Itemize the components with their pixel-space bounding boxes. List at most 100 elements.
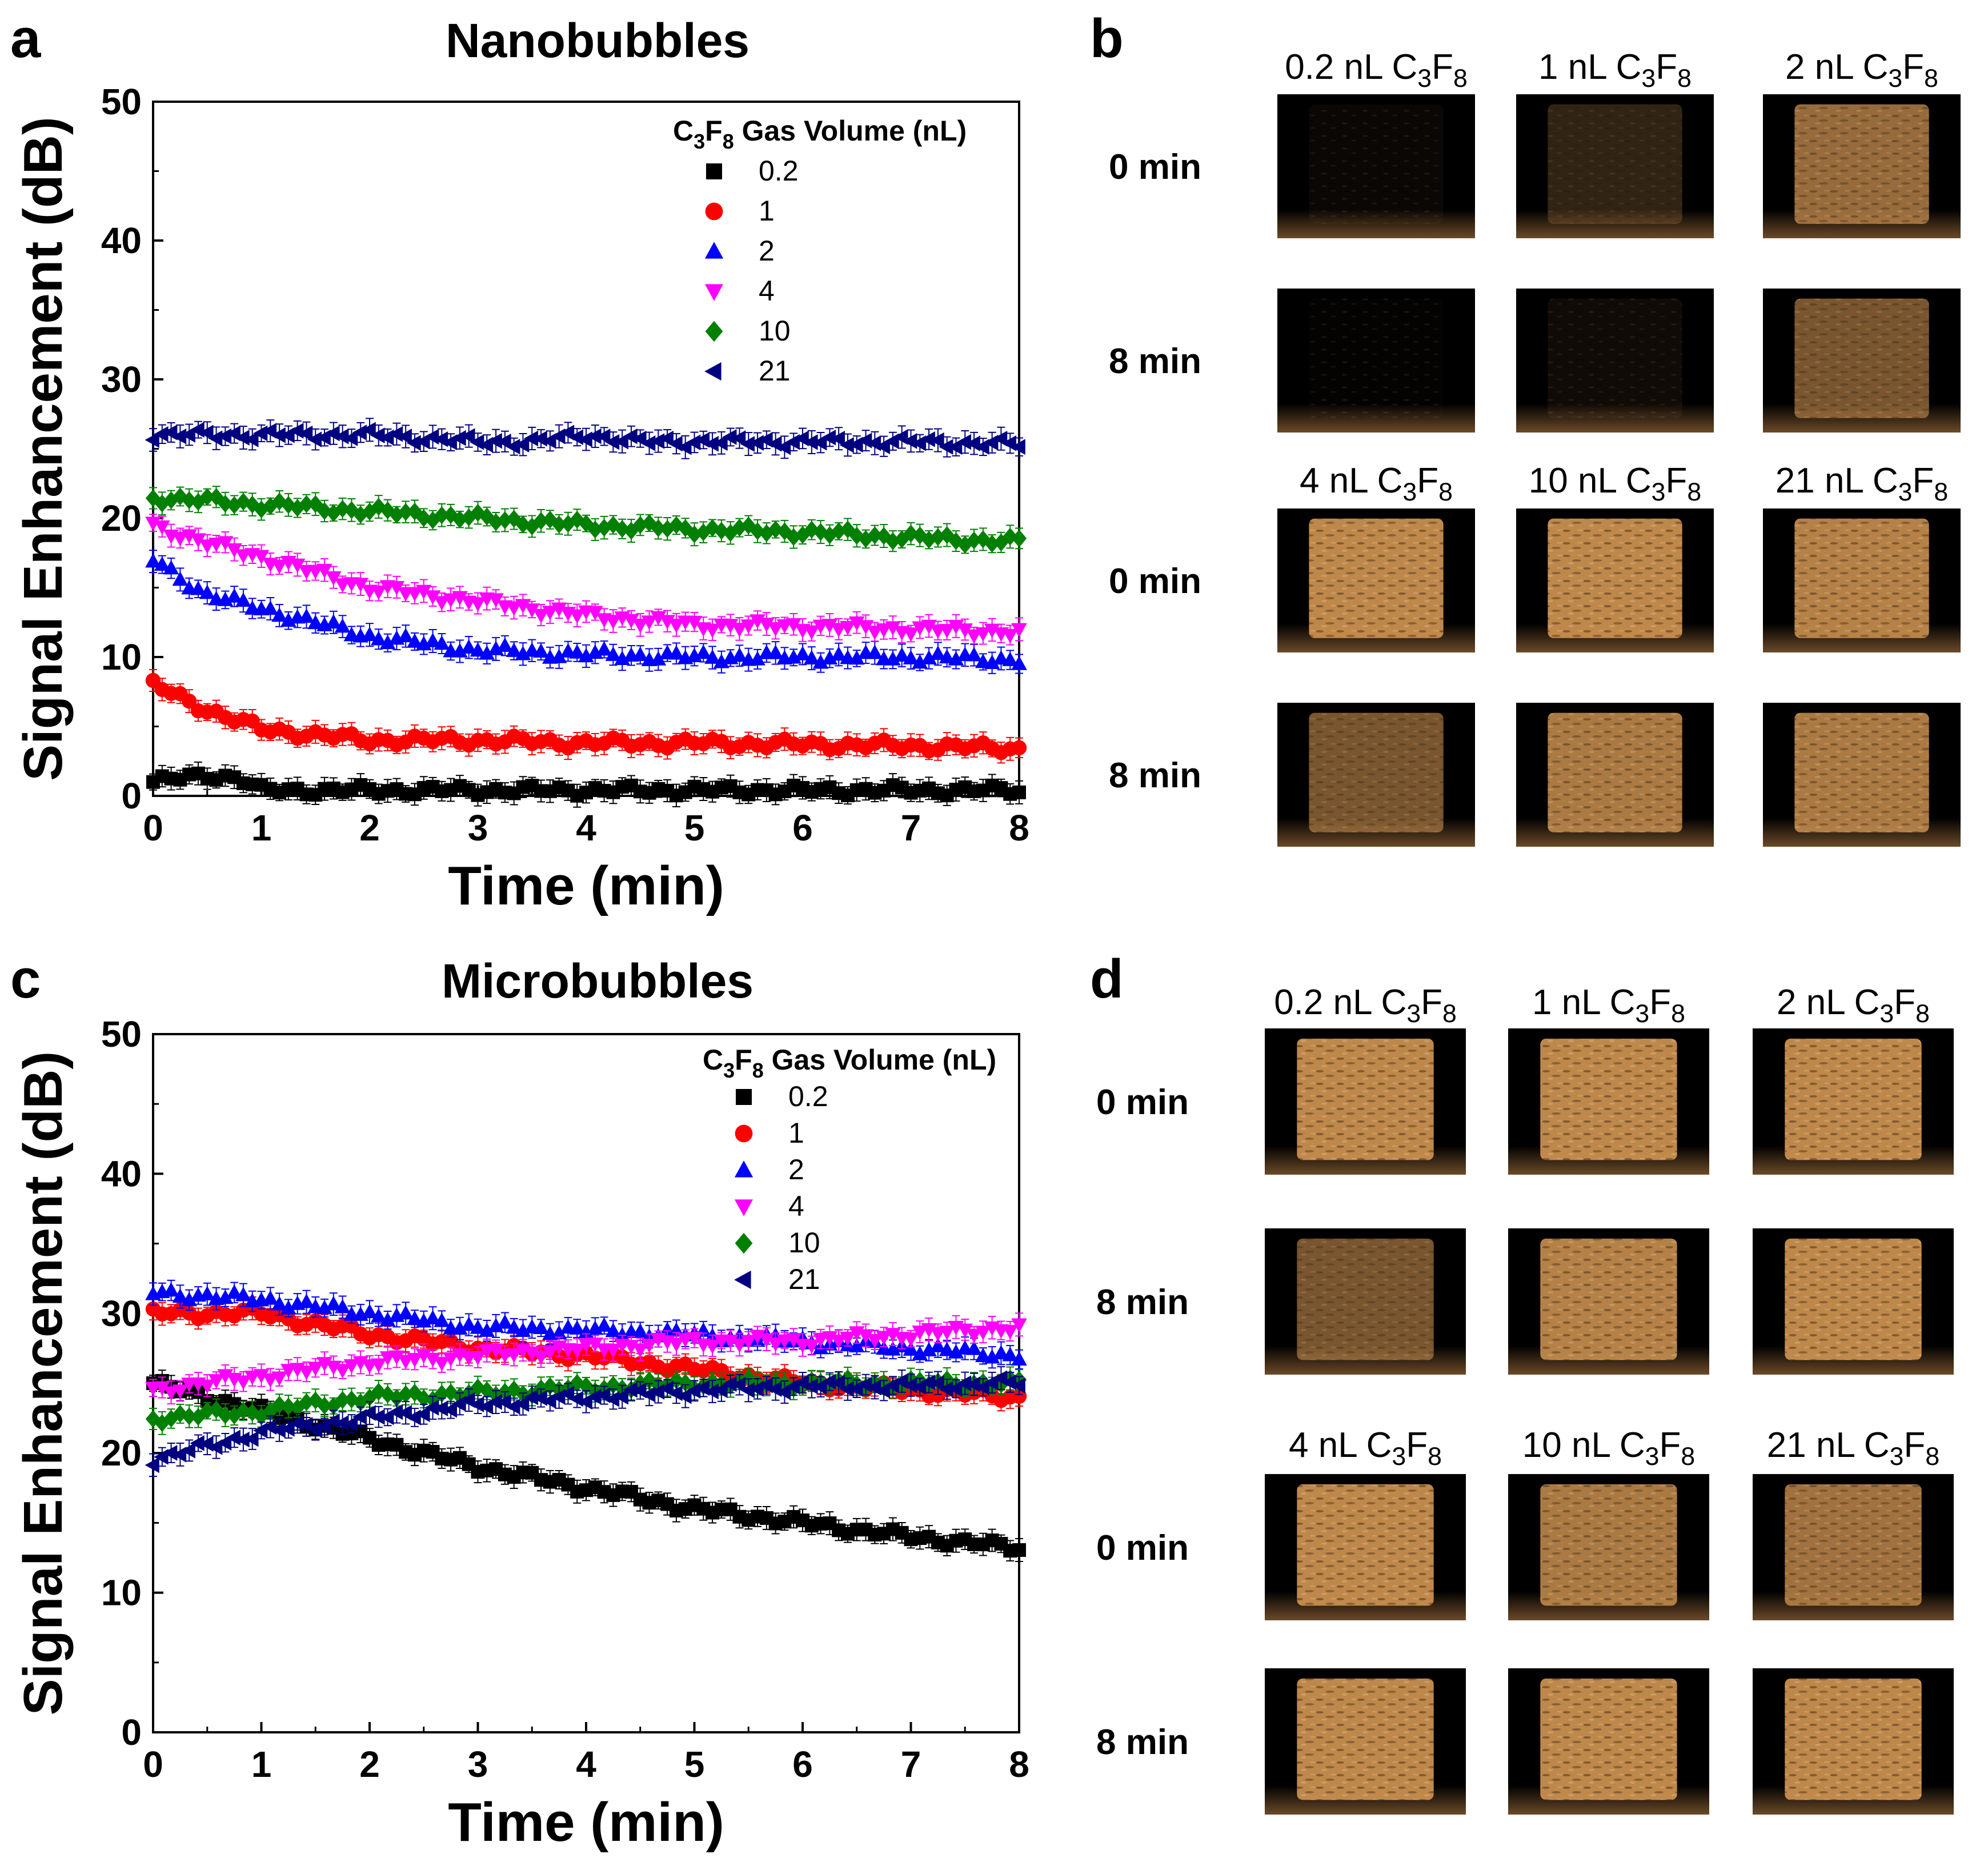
- data-point: [885, 532, 901, 550]
- data-point: [145, 432, 159, 448]
- data-point: [759, 1333, 775, 1348]
- series-4: [145, 1312, 1027, 1405]
- data-point: [704, 1339, 720, 1354]
- data-point: [875, 1383, 890, 1399]
- data-point: [452, 510, 468, 528]
- data-point: [668, 645, 684, 660]
- data-point: [641, 435, 656, 451]
- data-point: [163, 1282, 179, 1297]
- data-point: [939, 1342, 955, 1356]
- data-point: [398, 1305, 414, 1320]
- legend-entry-label: 4: [759, 275, 775, 307]
- data-point: [326, 614, 342, 629]
- data-point: [930, 645, 946, 660]
- data-point: [154, 426, 169, 442]
- image-row-label: 0 min: [1096, 1083, 1189, 1122]
- ultrasound-image: [1753, 1228, 1954, 1375]
- y-tick-label: 50: [101, 1014, 142, 1055]
- data-point: [821, 1374, 836, 1390]
- data-point: [496, 433, 511, 450]
- data-point: [235, 430, 250, 446]
- data-point: [921, 619, 937, 634]
- data-point: [759, 618, 775, 632]
- data-point: [831, 522, 847, 540]
- data-point: [172, 1384, 189, 1399]
- data-point: [723, 524, 738, 542]
- data-point: [642, 514, 657, 532]
- ultrasound-image: [1508, 1228, 1709, 1375]
- label-part: F: [1902, 47, 1924, 87]
- series-10: [145, 486, 1027, 554]
- data-point: [533, 1319, 549, 1335]
- image-row-label: 8 min: [1096, 1283, 1189, 1322]
- data-point: [515, 515, 531, 534]
- label-subscript: 3: [1898, 478, 1913, 506]
- data-point: [1002, 1347, 1019, 1362]
- data-point: [957, 623, 973, 638]
- data-point: [235, 1431, 250, 1448]
- legend-entry-label: 2: [788, 1154, 804, 1186]
- data-point: [262, 600, 279, 615]
- data-point: [1011, 439, 1025, 455]
- data-point: [903, 627, 919, 642]
- data-point: [1012, 1543, 1026, 1557]
- data-point: [605, 646, 622, 661]
- legend-entry-label: 4: [788, 1190, 804, 1222]
- data-point: [903, 1341, 919, 1356]
- data-point: [596, 429, 611, 445]
- data-point: [821, 650, 838, 664]
- data-point: [632, 646, 648, 661]
- data-point: [271, 1422, 286, 1438]
- data-point: [857, 1329, 874, 1344]
- chart-nanobubbles: a Nanobubbles 0 1 2 3 4 5 6 7 8 0 10 20 30 40 50 Time (mi…: [10, 8, 1029, 916]
- speckle-texture: [1309, 298, 1444, 418]
- data-point: [470, 434, 484, 450]
- data-point: [433, 1400, 448, 1417]
- label-part: F: [1912, 461, 1934, 500]
- label-part: 21 nL C: [1775, 461, 1898, 500]
- speckle-texture: [1540, 1038, 1677, 1160]
- data-point: [199, 1286, 215, 1301]
- data-point: [244, 431, 259, 447]
- data-point: [893, 647, 910, 662]
- data-point: [218, 495, 233, 513]
- data-point: [218, 1406, 233, 1424]
- image-column-label: 1 nL C3F8: [1532, 983, 1685, 1028]
- data-point: [460, 428, 475, 444]
- data-point: [424, 590, 441, 605]
- data-point: [407, 502, 423, 520]
- data-point: [244, 1431, 259, 1447]
- data-point: [506, 642, 522, 657]
- data-point: [235, 1375, 251, 1390]
- data-point: [803, 1378, 818, 1395]
- image-column-label: 2 nL C3F8: [1777, 983, 1930, 1028]
- data-point: [479, 645, 495, 660]
- data-point: [388, 426, 403, 442]
- ultrasound-image: [1277, 508, 1475, 652]
- data-point: [731, 430, 746, 446]
- data-point: [632, 1343, 648, 1358]
- data-point: [704, 623, 720, 638]
- label-part: F: [1894, 983, 1915, 1022]
- data-point: [650, 651, 667, 666]
- chart-title: Microbubbles: [442, 954, 753, 1008]
- data-point: [442, 1401, 457, 1418]
- data-point: [497, 637, 513, 652]
- speckle-texture: [1309, 712, 1444, 832]
- data-point: [867, 526, 883, 544]
- data-point: [326, 571, 342, 586]
- data-point: [451, 430, 466, 446]
- data-point: [632, 618, 648, 634]
- data-point: [163, 560, 179, 575]
- data-point: [551, 648, 567, 663]
- label-part: C: [673, 115, 694, 147]
- legend-entry-label: 1: [788, 1117, 804, 1149]
- y-tick-label: 10: [101, 636, 142, 678]
- data-point: [370, 1308, 387, 1323]
- data-point: [172, 1288, 189, 1303]
- data-point: [253, 550, 270, 564]
- data-point: [533, 512, 549, 530]
- data-point: [659, 430, 674, 447]
